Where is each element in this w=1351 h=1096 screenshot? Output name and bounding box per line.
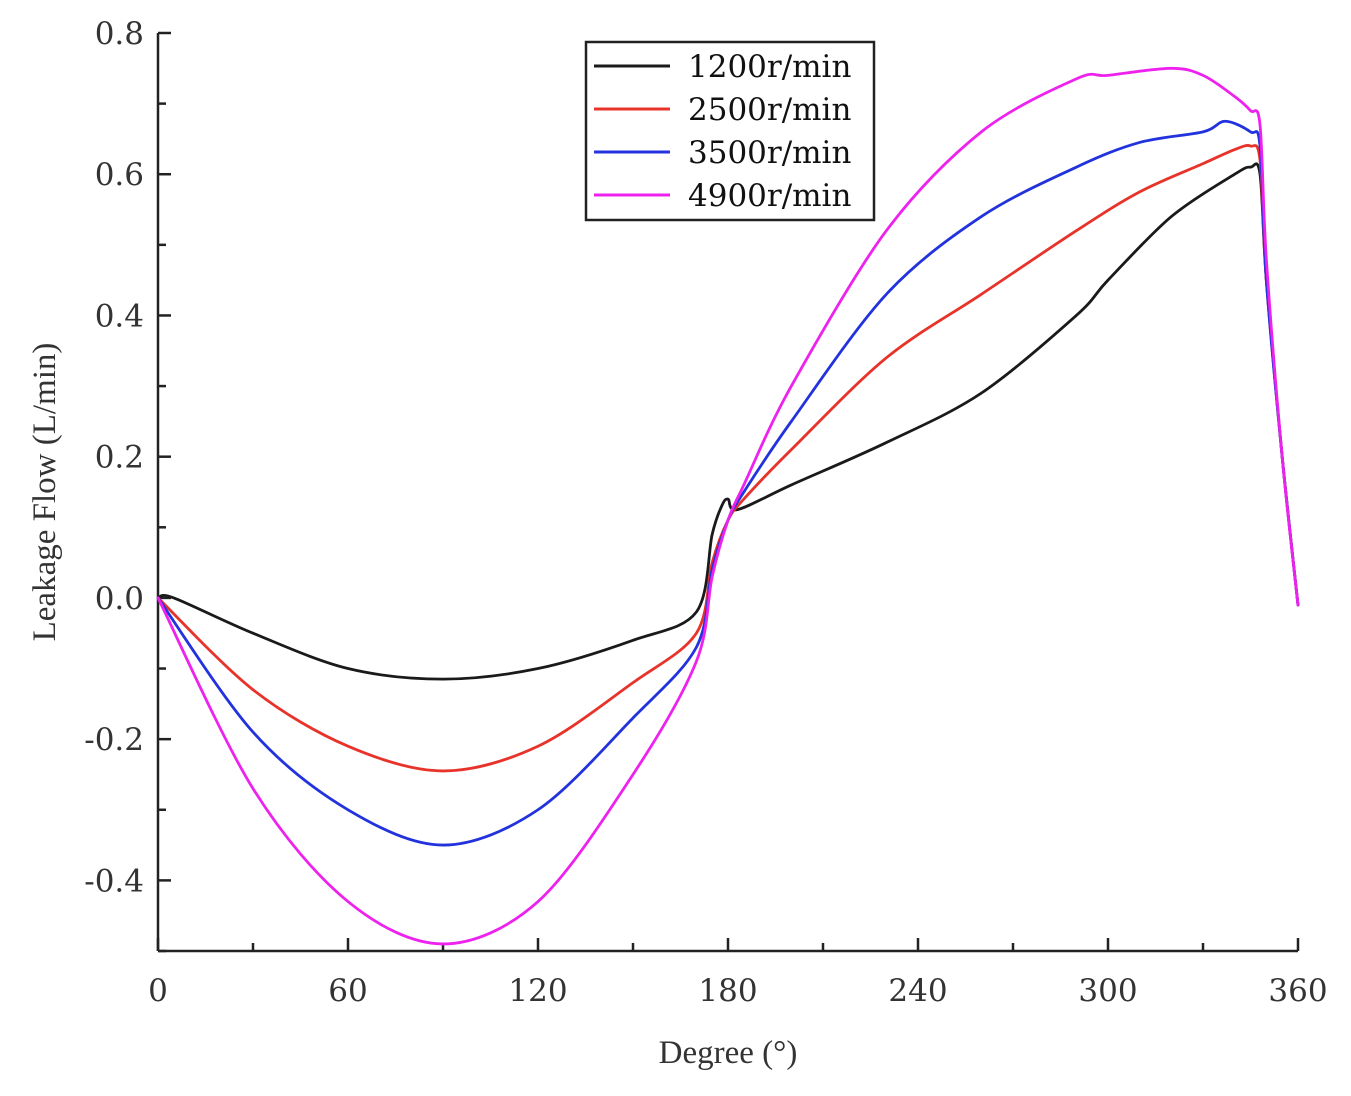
legend-label: 4900r/min [688, 178, 851, 214]
legend-label: 2500r/min [688, 92, 851, 128]
x-tick-label: 120 [508, 973, 567, 1009]
series-line-2500rmin [156, 144, 1300, 773]
y-tick-label: 0.8 [95, 16, 144, 52]
series-layer [156, 66, 1300, 946]
series-line-1200rmin [156, 162, 1300, 681]
axes: 0 60 120 180 240 300 360 -0.4 -0.2 0.0 0.2 0.4 0.6 0.… [84, 16, 1327, 1009]
y-tick-label: -0.4 [84, 863, 144, 899]
x-tick-label: 180 [698, 973, 757, 1009]
x-tick-label: 300 [1078, 973, 1137, 1009]
series-line-4900rmin [156, 66, 1300, 946]
x-tick-label: 240 [888, 973, 947, 1009]
y-tick-label: 0.4 [95, 298, 144, 334]
legend: 1200r/min 2500r/min 3500r/min 4900r/min [584, 40, 876, 222]
legend-label: 3500r/min [688, 135, 851, 171]
x-tick-label: 60 [328, 973, 367, 1009]
x-tick-label: 360 [1268, 973, 1327, 1009]
y-axis-title: Leakage Flow (L/min) [27, 343, 63, 642]
legend-label: 1200r/min [688, 49, 851, 85]
x-tick-label: 0 [148, 973, 168, 1009]
x-axis-title: Degree (°) [659, 1035, 798, 1071]
y-tick-label: 0.0 [95, 581, 144, 617]
y-tick-label: 0.6 [95, 157, 144, 193]
y-tick-label: -0.2 [84, 722, 144, 758]
legend-box [584, 40, 876, 222]
y-tick-label: 0.2 [95, 440, 144, 476]
